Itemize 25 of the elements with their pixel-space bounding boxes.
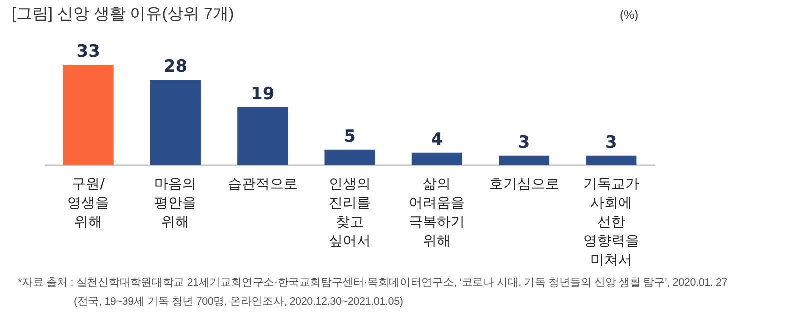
text: *자료 출처 : 실천신학대학원대학교 21세기교회연구소·한국교회탐구센터·목회데이터연구소, ‘코로나 시대, 기독 청년들의 신앙 생활 탐구’, 2020.01. 27 bbox=[18, 276, 728, 290]
x-tick-label: 호기심으로 bbox=[489, 176, 560, 192]
x-tick-label: 삶의 어려움을 극복하기 위해 bbox=[409, 176, 466, 250]
bar bbox=[150, 80, 201, 165]
bar bbox=[412, 152, 462, 165]
bar bbox=[324, 150, 376, 165]
data-label: 28 bbox=[164, 57, 188, 78]
chart-title: [그림] 신앙 생활 이유(상위 7개) bbox=[12, 5, 234, 25]
data-label: 5 bbox=[344, 126, 356, 147]
bar bbox=[499, 156, 550, 165]
bar bbox=[63, 65, 114, 165]
y-axis-title: (%) bbox=[620, 8, 639, 22]
data-label: 33 bbox=[76, 42, 100, 62]
data-label: 3 bbox=[518, 132, 530, 153]
text: (전국, 19~39세 기독 청년 700명, 온라인조사, 2020.12.30~2021.01.05) bbox=[74, 295, 404, 309]
x-tick-label: 인생의 진리를 찾고 싶어서 bbox=[329, 176, 371, 250]
data-label: 4 bbox=[431, 130, 444, 150]
x-tick-label: 구원/영생을 위해 bbox=[68, 176, 110, 230]
data-label: 3 bbox=[606, 132, 618, 153]
x-tick-label: 습관적으로 bbox=[228, 176, 298, 192]
data-label: 19 bbox=[251, 84, 275, 104]
x-tick-label: 기독교가 사회에 선한 영향력을 미쳐서 bbox=[583, 176, 640, 268]
x-tick-label: 마음의 평안을 위해 bbox=[154, 176, 197, 230]
bar bbox=[238, 107, 288, 165]
bar bbox=[586, 156, 637, 165]
